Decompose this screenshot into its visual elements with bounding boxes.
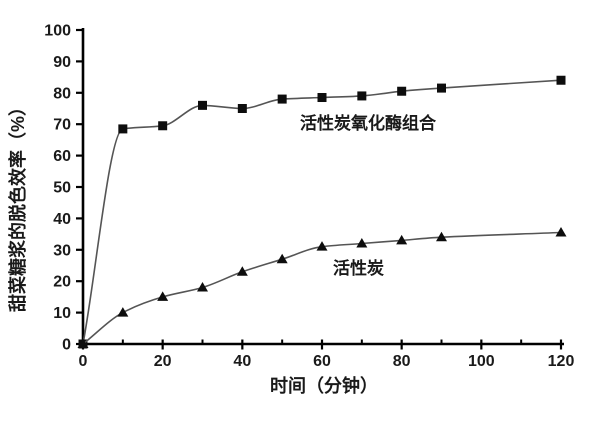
square-marker [277, 94, 287, 104]
y-tick-label: 90 [53, 54, 71, 71]
triangle-marker [436, 231, 447, 242]
square-marker [437, 83, 446, 93]
triangle-marker [117, 307, 129, 317]
square-marker [198, 100, 207, 110]
y-tick-label: 70 [53, 117, 71, 134]
triangle-marker [276, 253, 288, 264]
y-tick-label: 30 [53, 242, 71, 259]
series-label-activated-carbon: 活性炭 [333, 258, 384, 278]
square-marker [158, 121, 168, 131]
y-tick-label: 40 [53, 211, 71, 228]
triangle-marker [77, 338, 89, 348]
square-marker [357, 91, 367, 101]
y-tick-label: 100 [44, 23, 71, 40]
triangle-marker [157, 291, 169, 301]
square-marker [237, 104, 247, 113]
y-tick-label: 60 [53, 148, 71, 165]
triangle-marker [555, 227, 567, 237]
square-marker [556, 75, 566, 85]
series-label-carbon-oxidase-combo: 活性炭氧化酶组合 [300, 113, 437, 133]
triangle-marker [316, 241, 328, 251]
y-tick-label: 0 [62, 337, 71, 354]
x-tick-label: 120 [548, 353, 575, 370]
x-tick-label: 0 [79, 353, 88, 370]
triangle-marker [236, 266, 248, 276]
x-axis-title: 时间（分钟） [270, 375, 378, 396]
x-tick-label: 20 [154, 353, 172, 370]
y-tick-label: 10 [53, 305, 71, 322]
triangle-marker [197, 281, 208, 292]
x-tick-label: 100 [468, 353, 495, 370]
x-tick-label: 80 [393, 353, 411, 370]
x-tick-label: 40 [233, 353, 251, 370]
square-marker [317, 93, 327, 103]
y-tick-label: 20 [53, 274, 71, 291]
x-tick-label: 60 [313, 353, 331, 370]
y-tick-label: 50 [53, 180, 71, 197]
y-axis-title: 甜菜糖浆的脱色效率（%） [7, 98, 28, 312]
square-marker [118, 124, 128, 134]
y-tick-label: 80 [53, 85, 71, 102]
square-marker [397, 86, 407, 96]
axis-tick-labels: 0 10 20 30 40 50 60 70 80 90 100 0 20 40 60 80 100 120 [44, 23, 574, 371]
axes [81, 28, 564, 346]
triangle-marker [396, 234, 408, 245]
data-series [77, 75, 567, 349]
series-carbon [77, 227, 567, 348]
triangle-marker [356, 238, 368, 248]
